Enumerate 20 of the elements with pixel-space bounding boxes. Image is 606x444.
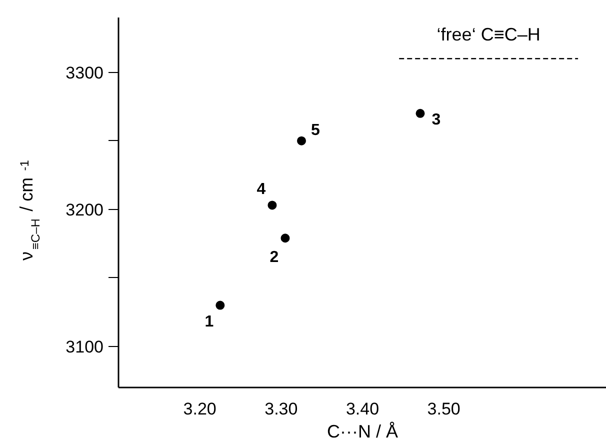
annotation: 4 (256, 181, 266, 198)
x-axis-title: C···N / Å (327, 422, 398, 442)
y-tick-label: 3200 (66, 200, 104, 220)
x-tick-label: 3.50 (427, 400, 460, 418)
annotation: 5 (311, 122, 320, 139)
annotation: ‘free‘ C≡C–H (436, 24, 540, 45)
x-tick-label: 3.40 (346, 400, 380, 418)
x-tick-label: 3.20 (183, 400, 216, 418)
point (280, 234, 290, 243)
annotation: 2 (270, 249, 279, 266)
y-tick-label: 3100 (66, 337, 104, 356)
point (416, 108, 425, 118)
point (216, 300, 225, 310)
y-tick-label: 3300 (66, 63, 104, 82)
point (268, 200, 277, 210)
point (297, 136, 306, 146)
annotation: 1 (204, 313, 214, 330)
annotation: 3 (432, 111, 441, 128)
y-axis-title: ν≡C–H / cm-1 (16, 160, 42, 260)
x-tick-label: 3.30 (264, 400, 298, 418)
